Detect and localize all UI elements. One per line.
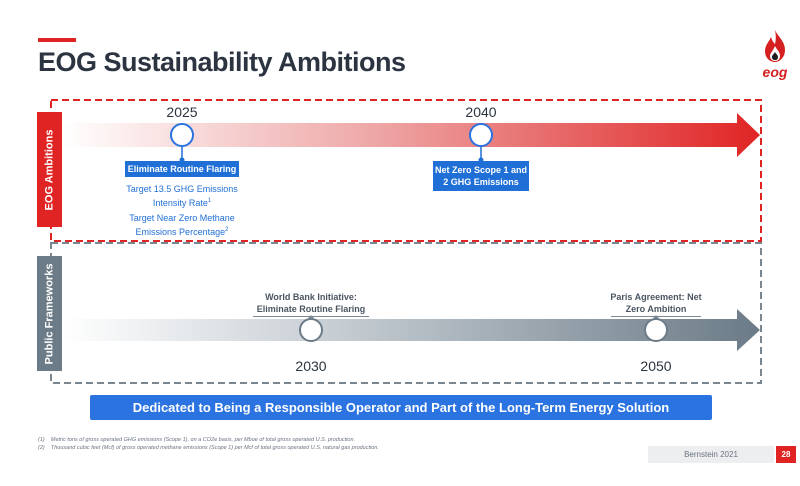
milestone-year-2050: 2050 bbox=[640, 358, 672, 374]
mission-banner: Dedicated to Being a Responsible Operato… bbox=[90, 395, 712, 420]
footnote-ref-1: 1 bbox=[207, 198, 212, 204]
milestone-detail-ghg-intensity: Target 13.5 GHG Emissions Intensity Rate… bbox=[126, 184, 238, 208]
logo-text: eog bbox=[762, 64, 788, 80]
milestone-marker-2025 bbox=[170, 123, 194, 147]
source-label: Bernstein 2021 bbox=[648, 446, 774, 463]
milestone-marker-2050 bbox=[644, 318, 668, 342]
page-number: 28 bbox=[776, 446, 796, 463]
milestone-label-2040: Net Zero Scope 1 and 2 GHG Emissions bbox=[433, 161, 529, 191]
eog-logo: eog bbox=[757, 28, 793, 80]
footnote-2: (2) Thousand cubic feet (Mcf) of gross o… bbox=[38, 445, 379, 451]
frameworks-arrow bbox=[62, 309, 760, 351]
milestone-year-2030: 2030 bbox=[295, 358, 327, 374]
milestone-year-2025: 2025 bbox=[166, 104, 198, 120]
frameworks-side-label: Public Frameworks bbox=[37, 256, 62, 371]
framework-underline-2030 bbox=[253, 316, 369, 317]
ambitions-arrow bbox=[62, 113, 760, 157]
milestone-detail-methane: Target Near Zero Methane Emissions Perce… bbox=[129, 213, 235, 237]
framework-label-2050: Paris Agreement: Net Zero Ambition bbox=[610, 292, 702, 314]
milestone-marker-2030 bbox=[299, 318, 323, 342]
footnote-ref-2: 2 bbox=[225, 227, 229, 233]
page-title: EOG Sustainability Ambitions bbox=[38, 47, 406, 77]
milestone-label-2025: Eliminate Routine Flaring bbox=[125, 161, 239, 177]
framework-label-2030: World Bank Initiative: Eliminate Routine… bbox=[256, 292, 366, 314]
framework-underline-2050 bbox=[611, 316, 701, 317]
footnote-1: (1) Metric tons of gross operated GHG em… bbox=[38, 437, 356, 443]
ambitions-side-label: EOG Ambitions bbox=[37, 112, 62, 227]
milestone-marker-2040 bbox=[469, 123, 493, 147]
flame-icon bbox=[765, 30, 785, 62]
title-accent-bar bbox=[38, 38, 76, 42]
milestone-year-2040: 2040 bbox=[465, 104, 497, 120]
